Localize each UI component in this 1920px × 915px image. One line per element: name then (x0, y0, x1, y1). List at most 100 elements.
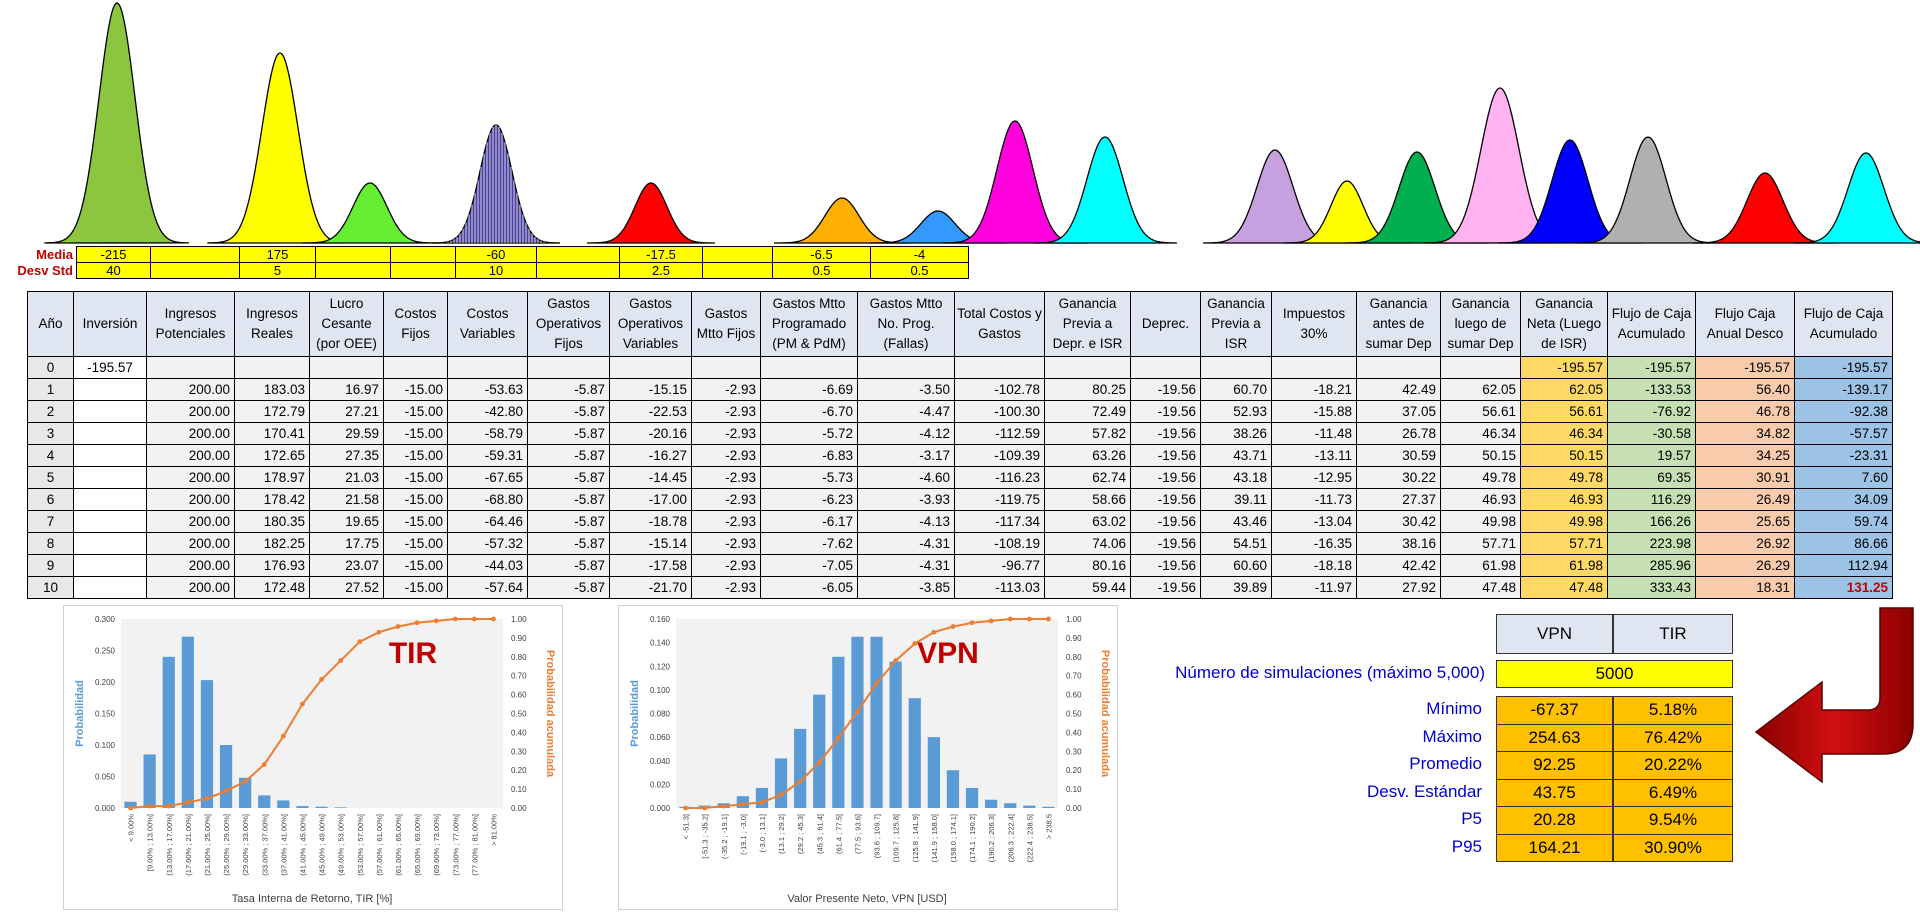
media-cell: -60 (455, 246, 537, 263)
table-cell: 27.35 (309, 444, 384, 467)
table-cell: 49.78 (1520, 466, 1608, 489)
table-cell: 200.00 (146, 444, 235, 467)
table-cell: 30.91 (1695, 466, 1795, 489)
y2-tick-label: 0.90 (511, 634, 527, 643)
x-tick-label: < -51.3] (682, 814, 691, 840)
column-header: Deprec. (1130, 291, 1201, 357)
table-cell: -15.14 (609, 532, 692, 555)
media-cell: -17.5 (619, 246, 703, 263)
x-tick-label: > 238.5 (1044, 814, 1053, 839)
stat-vpn-value: 92.25 (1496, 751, 1613, 780)
media-cell: -215 (76, 246, 151, 263)
desv-label: Desv Std (0, 262, 77, 279)
table-cell: 25.65 (1695, 510, 1795, 533)
desv-cell: 5 (239, 262, 316, 279)
table-cell: -57.32 (447, 532, 528, 555)
histogram-bar (258, 795, 271, 808)
y-axis-label: Probabilidad (74, 680, 86, 747)
table-cell: -5.87 (527, 488, 610, 511)
cumulative-point (491, 616, 496, 622)
table-cell: -57.64 (447, 576, 528, 599)
table-cell (383, 356, 448, 379)
table-cell (73, 466, 147, 489)
table-cell: 26.29 (1695, 554, 1795, 577)
distribution-curve (1693, 172, 1837, 244)
table-cell: 21.58 (309, 488, 384, 511)
table-cell: 183.03 (234, 378, 310, 401)
table-cell: -112.59 (954, 422, 1045, 445)
table-cell: 26.92 (1695, 532, 1795, 555)
table-cell: -15.00 (383, 488, 448, 511)
x-tick-label: (17.00% ; 21.00%] (184, 814, 193, 876)
table-cell: -18.21 (1271, 378, 1357, 401)
column-header: Total Costos y Gastos (954, 291, 1045, 357)
cumulative-point (950, 624, 956, 629)
table-cell: -4.47 (857, 400, 955, 423)
table-cell: 200.00 (146, 400, 235, 423)
table-cell: 62.05 (1440, 378, 1521, 401)
table-cell: -2.93 (691, 488, 761, 511)
x-tick-label: (33.00% ; 37.00%] (260, 814, 269, 876)
table-cell: 19.57 (1607, 444, 1696, 467)
table-cell: 80.16 (1044, 554, 1131, 577)
table-cell: 50.15 (1520, 444, 1608, 467)
distribution-curve (1033, 136, 1177, 244)
x-tick-label: < 9.00% (127, 814, 136, 842)
distribution-curves (44, 2, 1920, 244)
table-cell: -15.15 (609, 378, 692, 401)
cumulative-point (874, 680, 879, 686)
table-cell: 4 (27, 444, 74, 467)
table-cell: -18.18 (1271, 554, 1357, 577)
table-cell: -15.00 (383, 532, 448, 555)
table-cell (234, 356, 310, 379)
histogram-bar (870, 636, 883, 808)
table-cell (1356, 356, 1441, 379)
table-cell: 3 (27, 422, 74, 445)
x-tick-label: (77.00% ; 81.00%] (470, 814, 479, 876)
histogram-bar (755, 787, 769, 808)
table-cell: 166.26 (1607, 510, 1696, 533)
cumulative-point (204, 796, 210, 801)
simulation-count-input[interactable]: 5000 (1496, 660, 1733, 688)
stat-tir-value: 9.54% (1613, 806, 1733, 835)
table-cell: 47.48 (1440, 576, 1521, 599)
y2-axis-label: Probabilidad acumulada (544, 650, 556, 778)
table-cell: 5 (27, 466, 74, 489)
table-cell: -15.00 (383, 466, 448, 489)
y2-tick-label: 0.40 (1066, 728, 1082, 737)
x-tick-label: (93.6 ; 109.7] (873, 814, 882, 858)
table-cell: 57.71 (1440, 532, 1521, 555)
desv-cell (536, 262, 620, 279)
histogram-bar (813, 694, 826, 808)
x-tick-label: (13.1 ; 29.2] (777, 814, 786, 854)
table-cell: 200.00 (146, 466, 235, 489)
x-tick-label: (206.3 ; 222.4] (1006, 814, 1015, 862)
table-cell: 17.75 (309, 532, 384, 555)
y-axis-label: Probabilidad (629, 680, 641, 747)
stat-label: Desv. Estándar (1367, 781, 1482, 801)
table-cell: -109.39 (954, 444, 1045, 467)
parameter-table: Media -215 175 -60 -17.5 -6.5 -4 Desv St… (0, 246, 969, 279)
table-cell: 39.89 (1200, 576, 1272, 599)
table-cell: -92.38 (1794, 400, 1893, 423)
x-tick-label: (174.1 ; 190.2] (968, 814, 977, 862)
cumulative-point (797, 779, 803, 784)
table-cell: -76.92 (1607, 400, 1696, 423)
table-cell: 63.26 (1044, 444, 1131, 467)
table-cell: 49.98 (1520, 510, 1608, 533)
table-cell: -6.70 (760, 400, 858, 423)
column-header: Gastos Mtto No. Prog. (Fallas) (857, 291, 955, 357)
table-cell: -53.63 (447, 378, 528, 401)
stat-tir-value: 6.49% (1613, 778, 1733, 807)
table-cell: -100.30 (954, 400, 1045, 423)
cumulative-point (778, 792, 784, 798)
table-cell: -4.31 (857, 532, 955, 555)
table-cell: 42.49 (1356, 378, 1441, 401)
table-cell: 112.94 (1794, 554, 1893, 577)
table-cell: -11.97 (1271, 576, 1357, 599)
table-cell: -133.53 (1607, 378, 1696, 401)
y-tick-label: 0.150 (95, 710, 116, 719)
table-cell: -6.05 (760, 576, 858, 599)
table-cell: 60.70 (1200, 378, 1272, 401)
column-header: Ganancia Previa a ISR (1200, 291, 1272, 357)
